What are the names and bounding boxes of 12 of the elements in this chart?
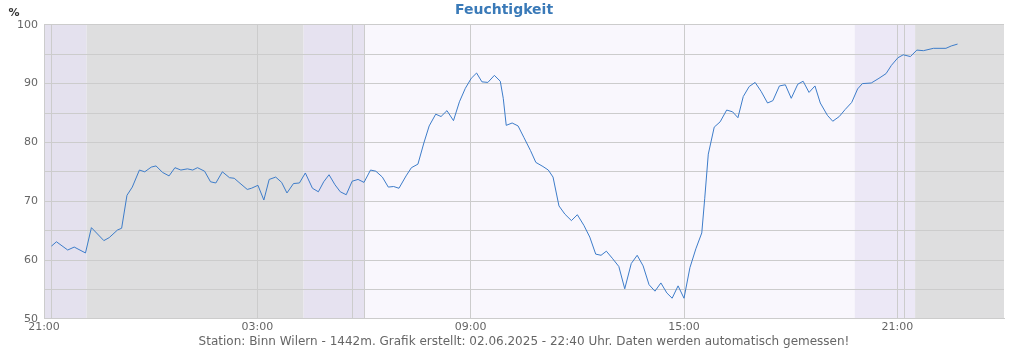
y-axis-title: % [8, 6, 20, 20]
chart-title: Feuchtigkeit [454, 1, 554, 18]
y-tick-label: 60 [24, 252, 38, 266]
y-tick-label: 80 [24, 135, 38, 149]
x-tick-label: 15:00 [668, 320, 700, 334]
y-tick-label: 100 [17, 17, 38, 31]
x-tick-label: 03:00 [241, 320, 274, 334]
x-tick-label: 21:00 [881, 320, 914, 334]
y-tick-label: 70 [24, 194, 38, 208]
text: Station: Binn Wilern - 1442m. Grafik erstellt: 02.06.2025 - 22:40 Uhr. Daten werden automatisch gemessen! [198, 334, 850, 349]
x-tick-label: 09:00 [454, 320, 487, 334]
y-tick-label: 90 [24, 76, 38, 90]
